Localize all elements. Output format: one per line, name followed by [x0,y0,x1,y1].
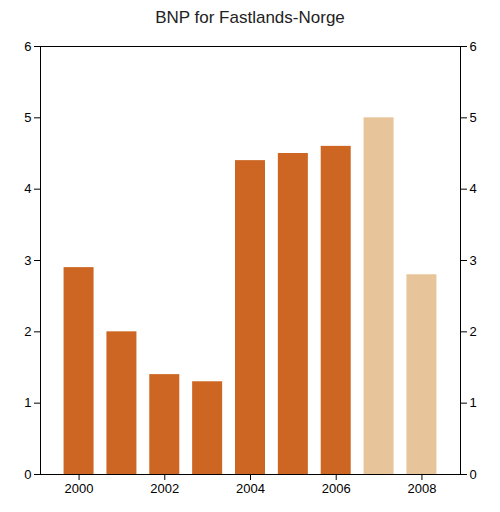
svg-text:2002: 2002 [150,481,179,496]
svg-text:5: 5 [24,110,31,125]
svg-text:2000: 2000 [65,481,94,496]
svg-text:2006: 2006 [322,481,351,496]
svg-text:5: 5 [470,110,477,125]
svg-text:1: 1 [470,395,477,410]
svg-text:2: 2 [470,324,477,339]
svg-text:3: 3 [470,253,477,268]
svg-text:2004: 2004 [236,481,265,496]
svg-text:4: 4 [470,181,477,196]
svg-text:3: 3 [24,253,31,268]
svg-text:1: 1 [24,395,31,410]
svg-text:6: 6 [24,39,31,54]
svg-text:2008: 2008 [407,481,436,496]
svg-text:2: 2 [24,324,31,339]
svg-text:0: 0 [470,467,477,482]
svg-text:4: 4 [24,181,31,196]
svg-text:0: 0 [24,467,31,482]
html-text:BNP for Fastlands-Norge: BNP for Fastlands-Norge [155,8,345,27]
svg-text:6: 6 [470,39,477,54]
